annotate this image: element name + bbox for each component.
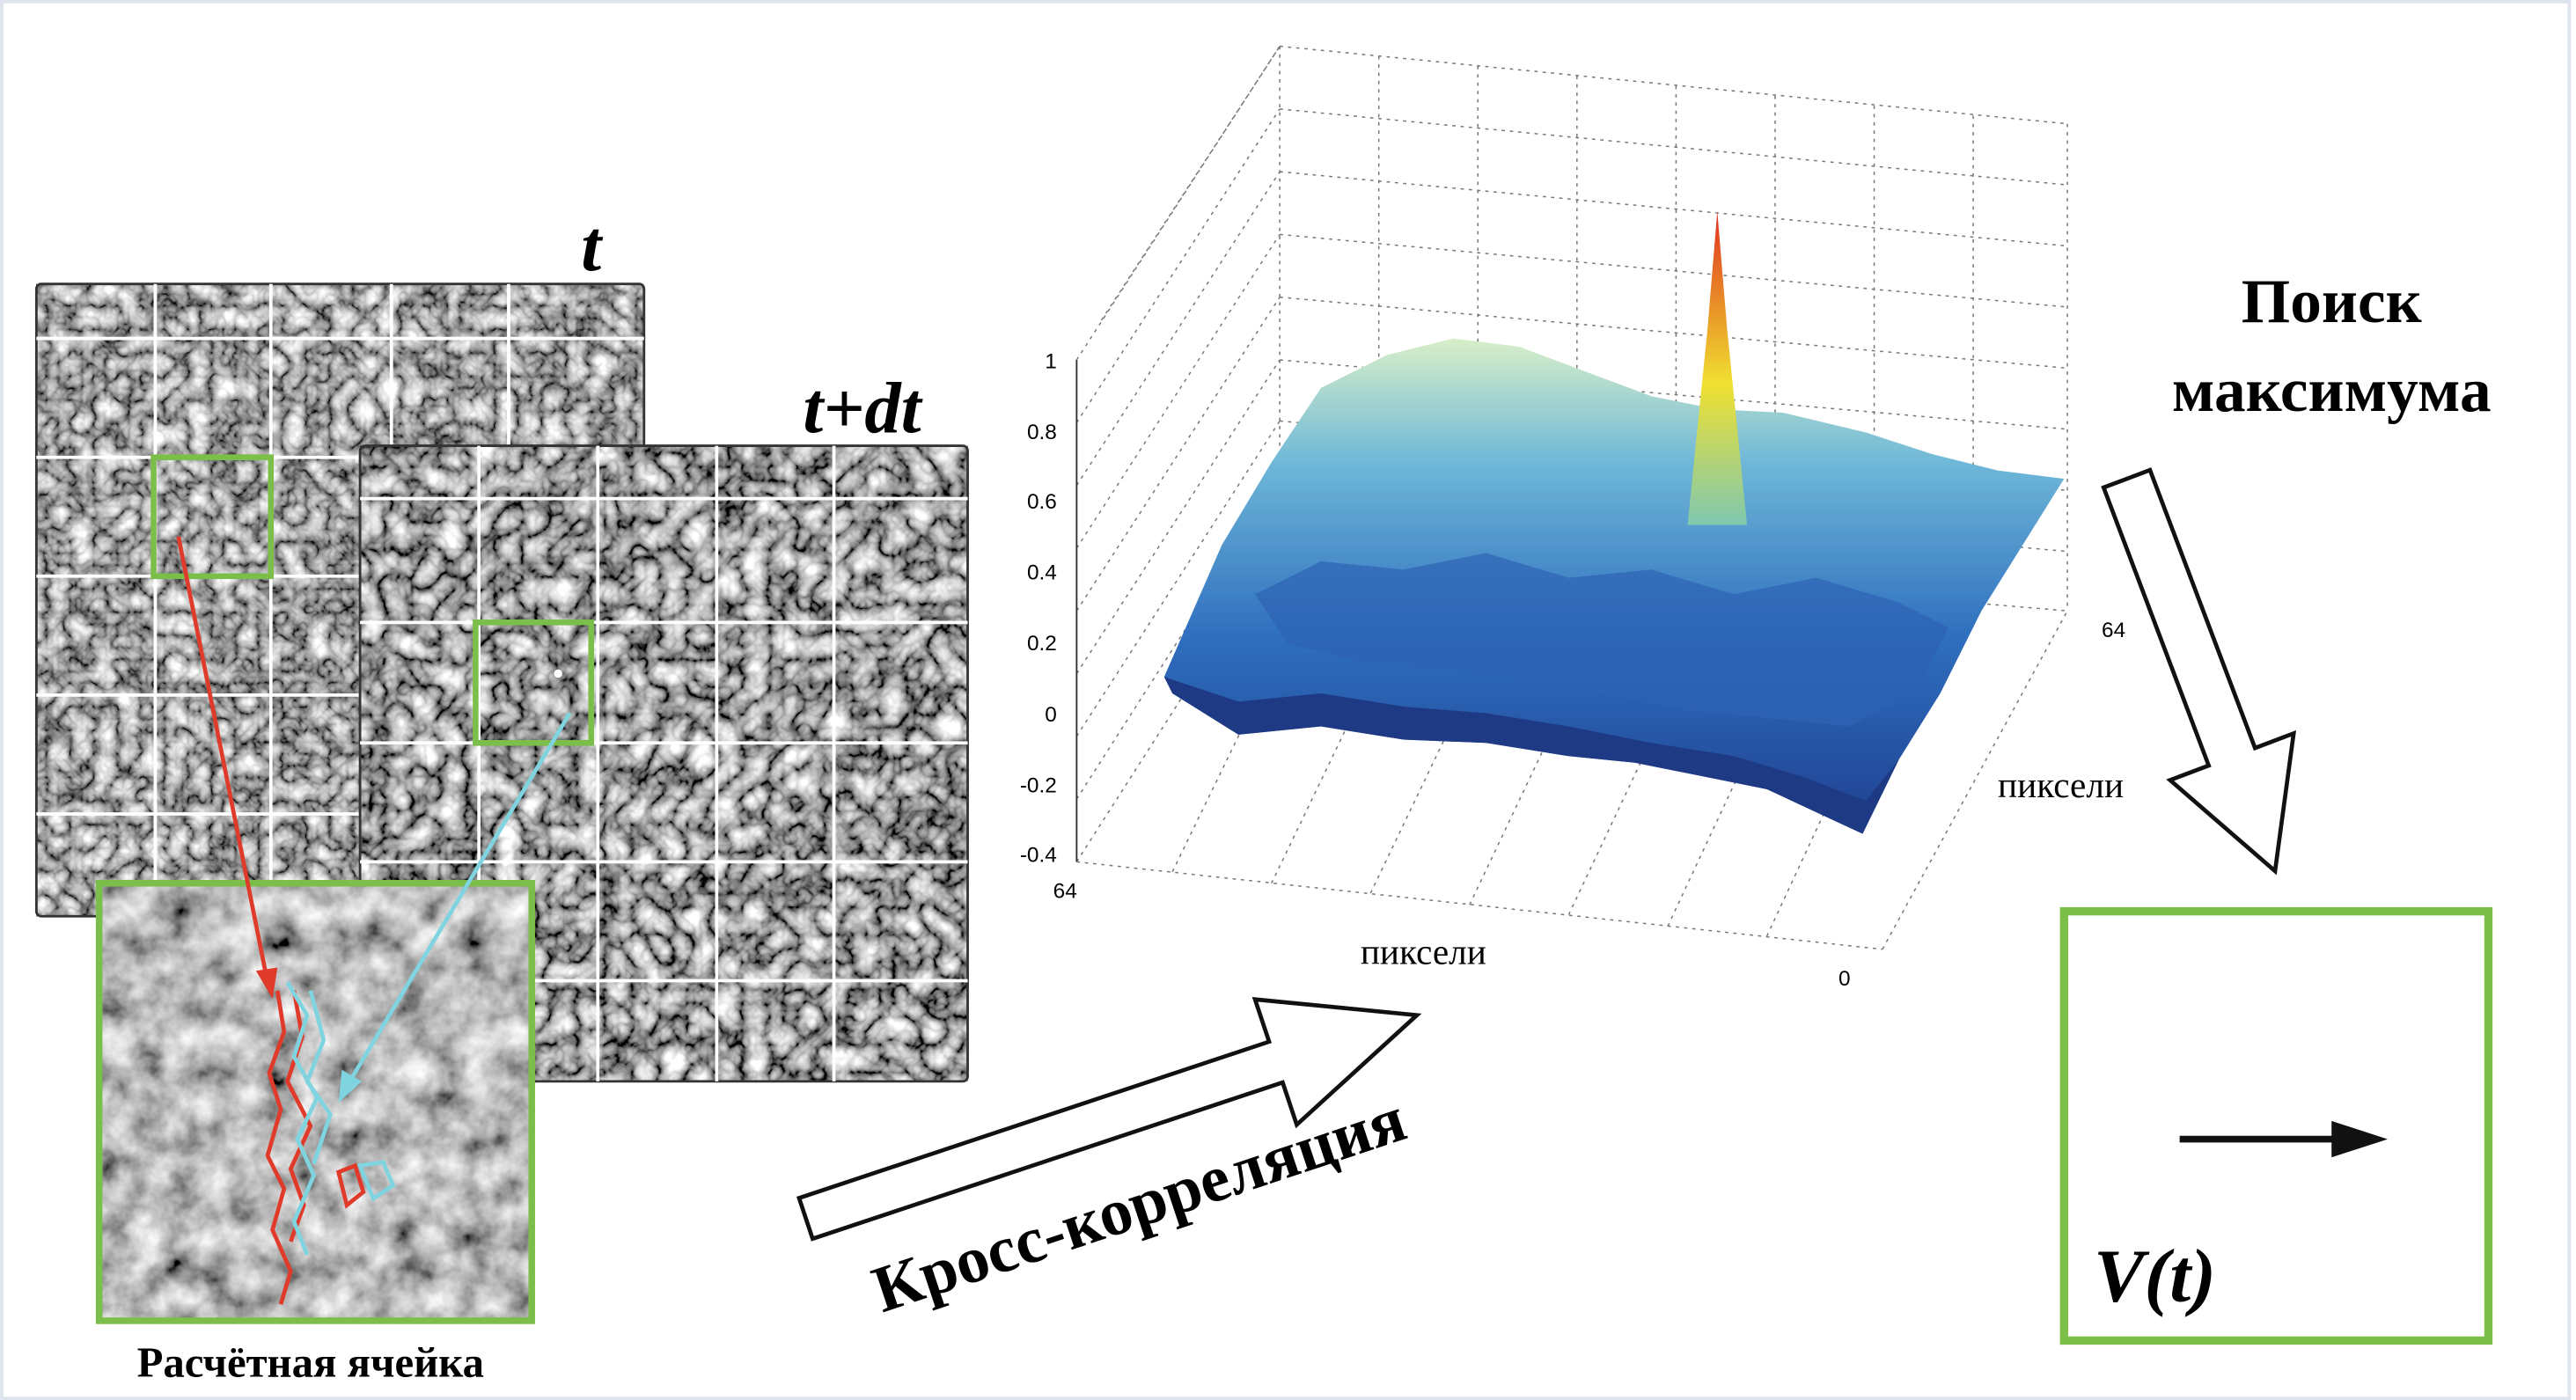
velocity-label: V(t)	[2094, 1233, 2216, 1317]
z-tick-label: 1	[1045, 349, 1057, 373]
z-tick-label: -0.2	[1020, 774, 1057, 798]
z-tick-label: 0	[1045, 703, 1057, 727]
frame-t-label: t	[581, 206, 603, 287]
frame-t-dt-label: t+dt	[803, 368, 922, 449]
z-tick-label: -0.4	[1020, 843, 1057, 867]
y-axis-label: пиксели	[1998, 765, 2124, 805]
z-tick-label: 0.8	[1027, 421, 1057, 444]
z-tick-label: 0.6	[1027, 490, 1057, 514]
x-tick-label: 0	[1838, 967, 1851, 991]
z-tick-label: 0.4	[1027, 561, 1057, 585]
y-tick-label: 64	[2102, 619, 2125, 642]
zoom-cell	[99, 883, 532, 1321]
x-axis-label: пиксели	[1361, 932, 1486, 972]
cell-label: Расчётная ячейка	[137, 1339, 484, 1387]
x-tick-label: 64	[1053, 880, 1077, 904]
search-label: Поиск	[2242, 267, 2422, 336]
z-tick-label: 0.2	[1027, 632, 1057, 656]
diagram: t t+dt Расчётная ячейка 1 0	[0, 0, 2576, 1400]
search-label: максимума	[2172, 355, 2492, 425]
